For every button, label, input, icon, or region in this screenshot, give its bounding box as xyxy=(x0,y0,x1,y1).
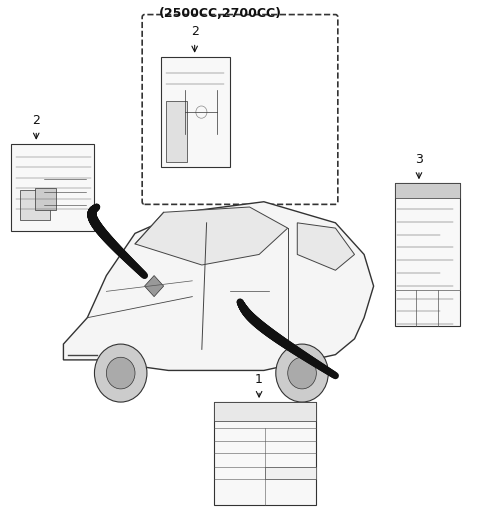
PathPatch shape xyxy=(63,202,373,370)
FancyBboxPatch shape xyxy=(166,101,187,162)
Circle shape xyxy=(95,344,147,402)
FancyBboxPatch shape xyxy=(214,402,316,421)
Text: 1: 1 xyxy=(255,373,263,386)
PathPatch shape xyxy=(297,223,355,270)
FancyBboxPatch shape xyxy=(21,190,50,220)
FancyBboxPatch shape xyxy=(161,57,230,167)
Text: 2: 2 xyxy=(191,25,199,38)
FancyBboxPatch shape xyxy=(395,183,459,325)
Text: (2500CC,2700CC): (2500CC,2700CC) xyxy=(159,7,282,20)
PathPatch shape xyxy=(135,207,288,265)
Circle shape xyxy=(288,357,316,389)
FancyBboxPatch shape xyxy=(35,188,56,210)
Circle shape xyxy=(276,344,328,402)
FancyBboxPatch shape xyxy=(214,402,316,505)
Text: 2: 2 xyxy=(32,114,40,127)
Text: 3: 3 xyxy=(415,153,423,166)
Circle shape xyxy=(107,357,135,389)
FancyBboxPatch shape xyxy=(395,183,459,198)
Polygon shape xyxy=(144,276,164,297)
FancyBboxPatch shape xyxy=(265,467,316,479)
FancyBboxPatch shape xyxy=(11,144,95,231)
